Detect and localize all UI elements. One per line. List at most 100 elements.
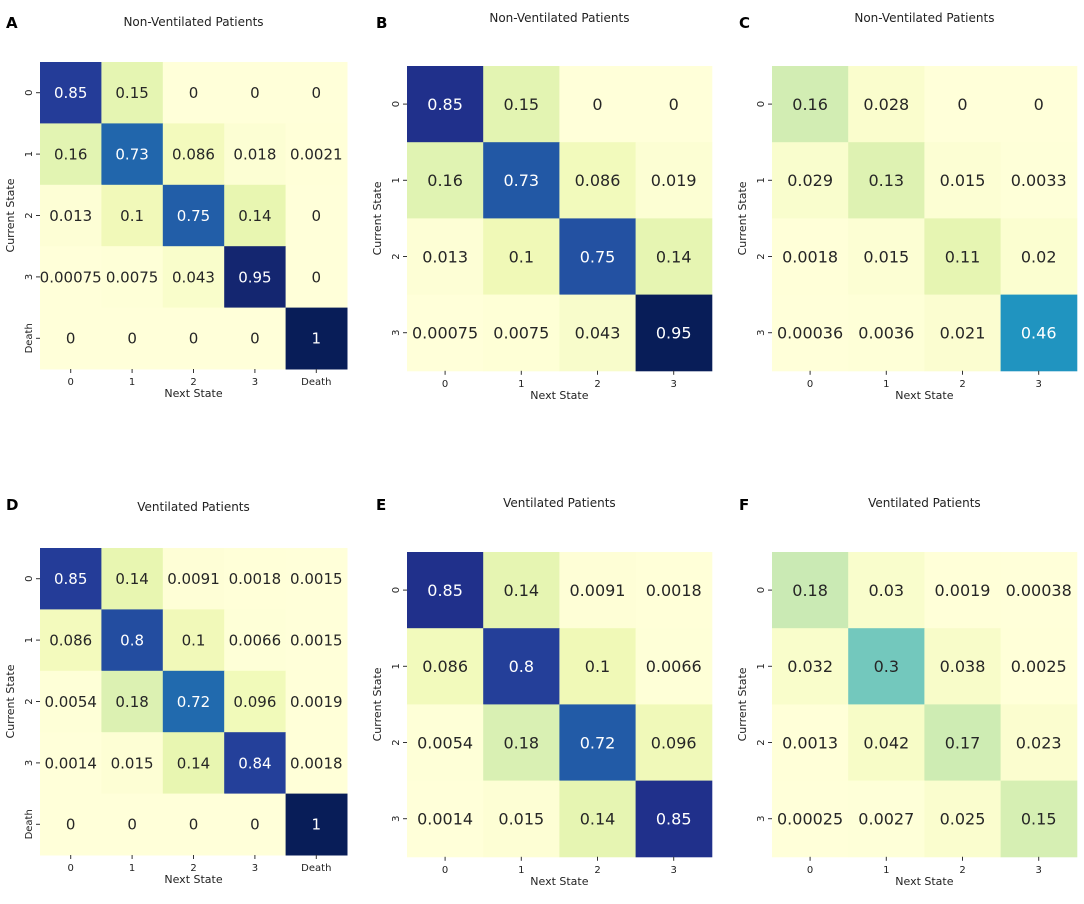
y-tick-label: 3 <box>24 760 35 766</box>
y-tick-label: 2 <box>24 698 35 704</box>
cell-value-label: 0 <box>250 84 260 102</box>
cell-value-label: 0 <box>250 330 260 348</box>
y-tick-label: 1 <box>391 663 402 669</box>
x-tick-label: 0 <box>68 863 74 874</box>
y-tick-label: Death <box>24 323 35 353</box>
heatmap-cell <box>1000 66 1078 143</box>
y-axis-label: Current State <box>371 667 384 741</box>
heatmap-cell <box>40 123 102 186</box>
heatmap-cell <box>483 66 560 143</box>
cell-value-label: 0.0091 <box>167 570 220 588</box>
heatmap-cell <box>635 552 713 629</box>
x-tick-label: 1 <box>129 863 135 874</box>
cell-value-label: 0.0091 <box>570 581 626 600</box>
heatmap-cell <box>848 218 925 296</box>
x-tick-label: 3 <box>1036 865 1042 876</box>
chart-title: Non-Ventilated Patients <box>123 15 263 29</box>
heatmap-cell <box>285 609 348 672</box>
cell-value-label: 0.0054 <box>417 733 473 752</box>
cell-value-label: 0 <box>312 207 322 225</box>
x-tick-label: 0 <box>68 377 74 388</box>
heatmap-cell <box>40 548 102 610</box>
heatmap-cell <box>772 704 849 782</box>
x-tick-label: 2 <box>959 865 965 876</box>
chart-title: Ventilated Patients <box>868 496 981 510</box>
x-axis-label: Next State <box>530 389 588 402</box>
x-tick-label: 1 <box>518 865 524 876</box>
cell-value-label: 0.14 <box>238 207 271 225</box>
cell-value-label: 0.72 <box>580 733 616 752</box>
cell-value-label: 0.8 <box>509 657 534 676</box>
panel-b: B Non-Ventilated Patients 0.85 0.15 0 0 0.16 0… <box>362 0 723 410</box>
cell-value-label: 0 <box>66 330 76 348</box>
cell-value-label: 0.0018 <box>290 754 343 772</box>
cell-value-label: 0 <box>127 816 137 834</box>
y-tick-label: 0 <box>756 587 767 593</box>
cell-value-label: 0.73 <box>503 171 539 190</box>
heatmap-cell <box>924 780 1002 858</box>
x-tick-label: 2 <box>190 377 196 388</box>
cell-value-label: 0.0066 <box>646 657 702 676</box>
heatmap-cell <box>162 732 225 795</box>
cell-value-label: 0.042 <box>863 733 909 752</box>
heatmap-cell <box>162 548 225 610</box>
cell-value-label: 0.15 <box>503 95 539 114</box>
cell-value-label: 0.086 <box>575 171 621 190</box>
y-tick-label: 0 <box>391 101 402 107</box>
cell-value-label: 0 <box>127 330 137 348</box>
heatmap-cell <box>162 62 225 124</box>
cell-value-label: 0.72 <box>177 693 210 711</box>
heatmap-cell <box>407 142 484 219</box>
y-tick-label: 2 <box>24 212 35 218</box>
chart-title: Non-Ventilated Patients <box>489 11 629 25</box>
heatmap-cell <box>924 552 1002 629</box>
heatmap-chart-a: Non-Ventilated Patients 0.85 0.15 0 0 0 0.16 0.… <box>4 15 348 400</box>
heatmap-cell <box>285 307 348 370</box>
heatmap-cell <box>635 704 713 782</box>
heatmap-cell <box>162 670 225 733</box>
cell-value-label: 0 <box>312 84 322 102</box>
heatmap-cell <box>1000 552 1078 629</box>
heatmap-cell <box>224 793 287 856</box>
cell-value-label: 0.015 <box>498 809 544 828</box>
cell-value-label: 0.14 <box>503 581 539 600</box>
heatmap-cell <box>101 123 164 186</box>
cell-value-label: 0.013 <box>422 247 468 266</box>
heatmap-cell <box>40 246 102 309</box>
y-tick-label: 0 <box>24 576 35 582</box>
cell-value-label: 0.038 <box>940 657 986 676</box>
cell-value-label: 0.03 <box>868 581 904 600</box>
cell-value-label: 0.021 <box>940 323 986 342</box>
cell-value-label: 0.015 <box>111 754 154 772</box>
cell-value-label: 0.0014 <box>417 809 473 828</box>
cell-value-label: 0.17 <box>945 733 981 752</box>
heatmap-cell <box>559 704 637 782</box>
cell-value-label: 0.0036 <box>858 323 914 342</box>
heatmap-cell <box>101 307 164 370</box>
heatmap-cell <box>40 62 102 124</box>
heatmap-cell <box>101 548 164 610</box>
cell-value-label: 0.18 <box>503 733 539 752</box>
cell-value-label: 0.3 <box>874 657 899 676</box>
cell-value-label: 0.85 <box>427 581 463 600</box>
heatmap-cell <box>635 780 713 858</box>
cell-value-label: 0.086 <box>49 632 92 650</box>
heatmap-cell <box>924 704 1002 782</box>
y-tick-label: 1 <box>391 177 402 183</box>
heatmap-cell <box>559 218 637 296</box>
heatmap-cell <box>635 66 713 143</box>
heatmap-cell <box>407 780 484 858</box>
panel-d: D Ventilated Patients 0.85 0.14 0.0091 0.001… <box>0 488 362 900</box>
cell-value-label: 0.0013 <box>782 733 838 752</box>
x-tick-label: Death <box>301 377 331 388</box>
cell-value-label: 0.11 <box>945 247 981 266</box>
heatmap-cell <box>224 246 287 309</box>
x-tick-label: 2 <box>190 863 196 874</box>
cell-value-label: 0.0021 <box>290 146 343 164</box>
cell-value-label: 0 <box>250 816 260 834</box>
panel-c: C Non-Ventilated Patients 0.16 0.028 0 0 0.02… <box>723 0 1084 410</box>
cell-value-label: 0.086 <box>422 657 468 676</box>
cell-value-label: 0.0027 <box>858 809 914 828</box>
heatmap-cell <box>40 184 102 247</box>
y-tick-label: 1 <box>24 637 35 643</box>
